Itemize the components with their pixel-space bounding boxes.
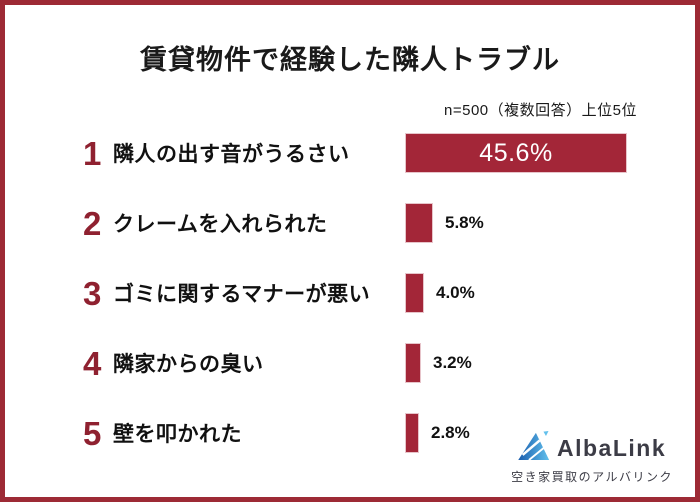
logo-name: AlbaLink bbox=[556, 434, 667, 461]
chart-row-5: 5 壁を叩かれた 2.8% bbox=[5, 398, 695, 468]
rank-number: 5 bbox=[83, 414, 102, 452]
bar bbox=[405, 343, 421, 383]
bar-cell: 2.8% bbox=[405, 413, 470, 453]
logo-tagline: 空き家買取のアルバリンク bbox=[511, 470, 673, 484]
rank-number: 2 bbox=[83, 204, 102, 242]
value-label: 4.0% bbox=[436, 283, 475, 302]
value-label: 3.2% bbox=[433, 353, 472, 372]
sample-size-note: n=500（複数回答）上位5位 bbox=[444, 102, 637, 119]
bar: 45.6% bbox=[405, 133, 627, 173]
bar-cell: 45.6% bbox=[405, 133, 627, 173]
bar bbox=[405, 273, 424, 313]
value-label: 5.8% bbox=[445, 213, 484, 232]
category-label: 隣家からの臭い bbox=[113, 353, 264, 376]
category-label: ゴミに関するマナーが悪い bbox=[113, 283, 371, 306]
bar bbox=[405, 203, 433, 243]
value-label: 45.6% bbox=[479, 138, 553, 167]
page-title: 賃貸物件で経験した隣人トラブル bbox=[140, 45, 560, 75]
logo-row: AlbaLink bbox=[511, 431, 673, 465]
chart-row-1: 1 隣人の出す音がうるさい 45.6% bbox=[5, 118, 695, 188]
bar-cell: 5.8% bbox=[405, 203, 484, 243]
bar-chart: 1 隣人の出す音がうるさい 45.6% 2 クレームを入れられた 5.8% 3 … bbox=[5, 118, 695, 468]
chart-row-2: 2 クレームを入れられた 5.8% bbox=[5, 188, 695, 258]
category-label: 壁を叩かれた bbox=[113, 423, 242, 446]
rank-number: 4 bbox=[83, 344, 102, 382]
chart-row-3: 3 ゴミに関するマナーが悪い 4.0% bbox=[5, 258, 695, 328]
chart-row-4: 4 隣家からの臭い 3.2% bbox=[5, 328, 695, 398]
bar-cell: 4.0% bbox=[405, 273, 475, 313]
bar bbox=[405, 413, 419, 453]
value-label: 2.8% bbox=[431, 423, 470, 442]
bar-cell: 3.2% bbox=[405, 343, 472, 383]
mountain-sail-icon bbox=[518, 431, 550, 465]
category-label: クレームを入れられた bbox=[113, 213, 328, 236]
albalink-logo: AlbaLink 空き家買取のアルバリンク bbox=[511, 431, 673, 485]
category-label: 隣人の出す音がうるさい bbox=[113, 143, 350, 166]
rank-number: 3 bbox=[83, 274, 102, 312]
rank-number: 1 bbox=[83, 134, 102, 172]
